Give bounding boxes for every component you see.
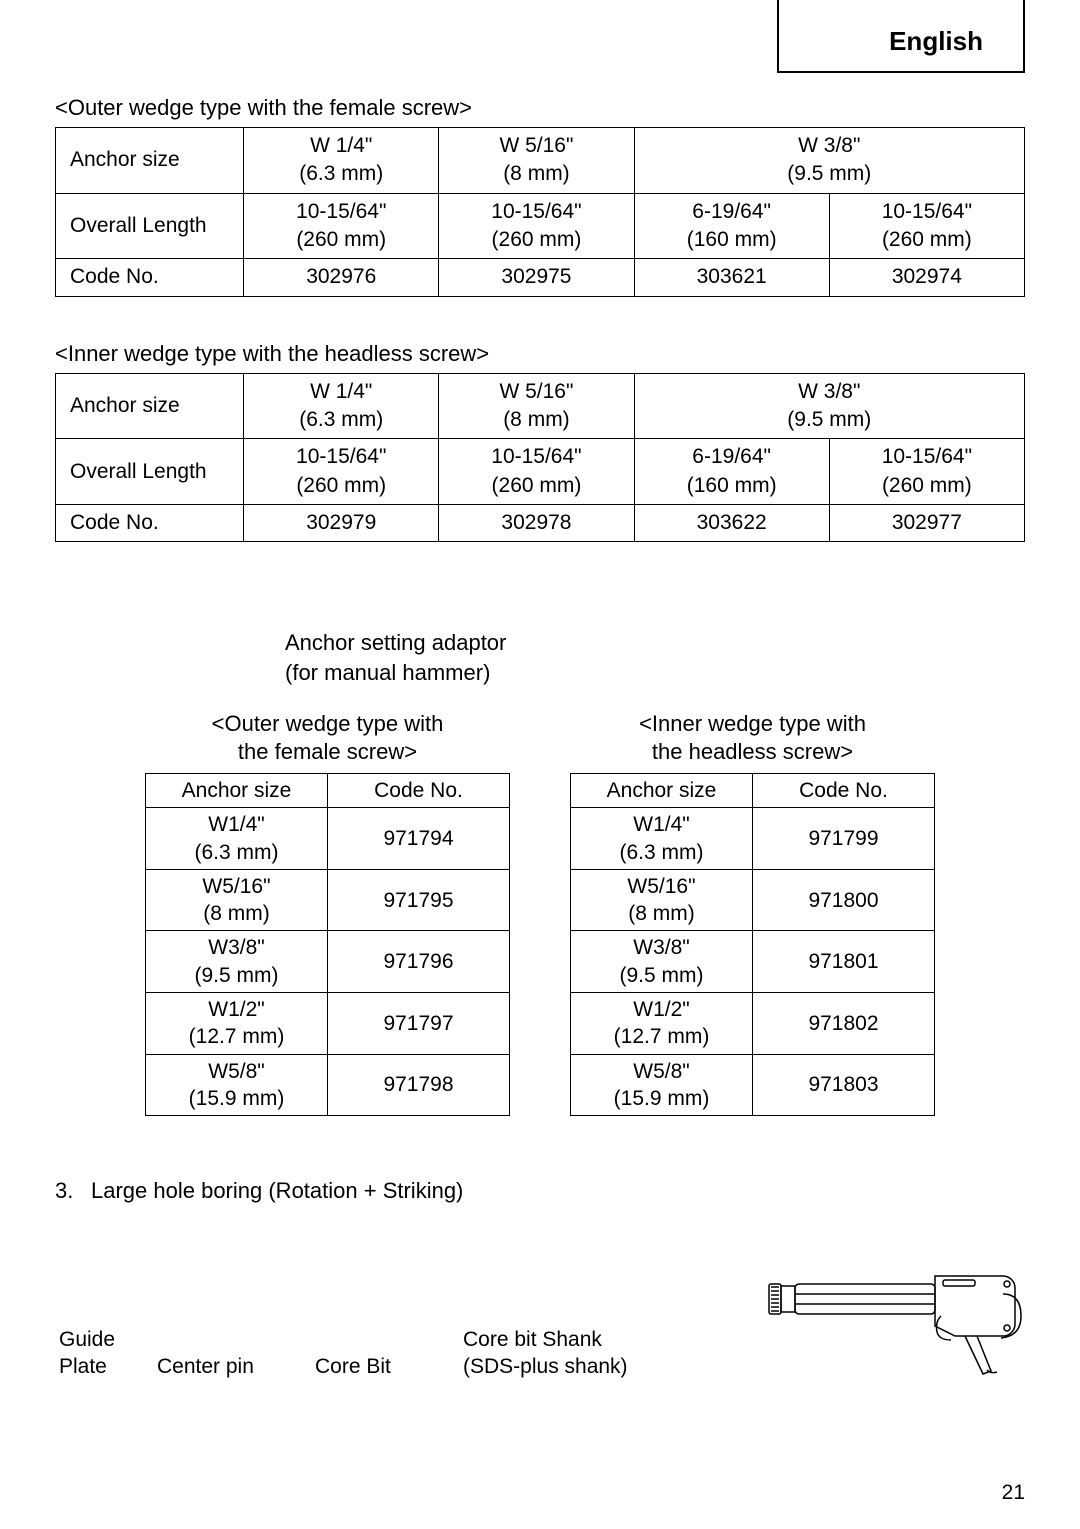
table1-length: 6-19/64"(160 mm) bbox=[634, 193, 829, 259]
table1: Anchor size W 1/4"(6.3 mm) W 5/16"(8 mm)… bbox=[55, 127, 1025, 297]
table1-row-label: Overall Length bbox=[56, 193, 244, 259]
cell: 971794 bbox=[328, 808, 510, 870]
table2-length: 10-15/64"(260 mm) bbox=[439, 439, 634, 505]
table2-code: 302979 bbox=[244, 505, 439, 542]
table1-code: 302976 bbox=[244, 259, 439, 296]
table2: Anchor size W 1/4"(6.3 mm) W 5/16"(8 mm)… bbox=[55, 373, 1025, 543]
cell: W1/2"(12.7 mm) bbox=[571, 993, 753, 1055]
table2-code: 303622 bbox=[634, 505, 829, 542]
table1-length: 10-15/64"(260 mm) bbox=[439, 193, 634, 259]
cell: W5/16"(8 mm) bbox=[571, 869, 753, 931]
language-box: English bbox=[777, 0, 1025, 73]
cell: W3/8"(9.5 mm) bbox=[146, 931, 328, 993]
part-center-pin: Center pin bbox=[157, 1353, 297, 1380]
part-guide-plate: Guide Plate bbox=[59, 1326, 139, 1381]
small-left-table: Anchor size Code No. W1/4"(6.3 mm)971794… bbox=[145, 773, 510, 1116]
table1-anchor: W 5/16"(8 mm) bbox=[439, 128, 634, 194]
cell: W1/4"(6.3 mm) bbox=[571, 808, 753, 870]
cell: 971797 bbox=[328, 993, 510, 1055]
small-left-header: Anchor size bbox=[146, 774, 328, 808]
table1-anchor: W 1/4"(6.3 mm) bbox=[244, 128, 439, 194]
small-right-title: <Inner wedge type withthe headless screw… bbox=[570, 710, 935, 767]
parts-row: Guide Plate Center pin Core Bit Core bit… bbox=[55, 1254, 1025, 1380]
item-3-text: Large hole boring (Rotation + Striking) bbox=[91, 1178, 463, 1204]
page-number: 21 bbox=[1002, 1481, 1025, 1505]
part-core-bit: Core Bit bbox=[315, 1353, 445, 1380]
table2-anchor: W 3/8"(9.5 mm) bbox=[634, 373, 1024, 439]
table2-code: 302978 bbox=[439, 505, 634, 542]
cell: W1/4"(6.3 mm) bbox=[146, 808, 328, 870]
adaptor-caption-l2: (for manual hammer) bbox=[285, 658, 1025, 688]
table1-code: 302974 bbox=[829, 259, 1024, 296]
adaptor-caption: Anchor setting adaptor (for manual hamme… bbox=[285, 628, 1025, 687]
table1-anchor: W 3/8"(9.5 mm) bbox=[634, 128, 1024, 194]
cell: 971801 bbox=[753, 931, 935, 993]
cell: W1/2"(12.7 mm) bbox=[146, 993, 328, 1055]
small-right-table: Anchor size Code No. W1/4"(6.3 mm)971799… bbox=[570, 773, 935, 1116]
language-label: English bbox=[889, 26, 983, 56]
cell: 971802 bbox=[753, 993, 935, 1055]
cell: W5/16"(8 mm) bbox=[146, 869, 328, 931]
table1-length: 10-15/64"(260 mm) bbox=[244, 193, 439, 259]
table2-length: 10-15/64"(260 mm) bbox=[244, 439, 439, 505]
table1-title: <Outer wedge type with the female screw> bbox=[55, 95, 1025, 121]
table1-row-label: Code No. bbox=[56, 259, 244, 296]
small-right-header: Anchor size bbox=[571, 774, 753, 808]
small-left-header: Code No. bbox=[328, 774, 510, 808]
table2-title: <Inner wedge type with the headless scre… bbox=[55, 341, 1025, 367]
table1-code: 303621 bbox=[634, 259, 829, 296]
cell: 971795 bbox=[328, 869, 510, 931]
table2-row-label: Code No. bbox=[56, 505, 244, 542]
table1-row-label: Anchor size bbox=[56, 128, 244, 194]
part-shank: Core bit Shank (SDS-plus shank) bbox=[463, 1326, 643, 1381]
part-shank-l1: Core bit Shank bbox=[463, 1328, 602, 1351]
cell: W5/8"(15.9 mm) bbox=[146, 1054, 328, 1116]
cell: W3/8"(9.5 mm) bbox=[571, 931, 753, 993]
table2-anchor: W 5/16"(8 mm) bbox=[439, 373, 634, 439]
cell: 971800 bbox=[753, 869, 935, 931]
cell: 971803 bbox=[753, 1054, 935, 1116]
adaptor-caption-l1: Anchor setting adaptor bbox=[285, 628, 1025, 658]
cell: 971799 bbox=[753, 808, 935, 870]
item-3-num: 3. bbox=[55, 1178, 91, 1204]
table1-length: 10-15/64"(260 mm) bbox=[829, 193, 1024, 259]
small-right-header: Code No. bbox=[753, 774, 935, 808]
table2-length: 6-19/64"(160 mm) bbox=[634, 439, 829, 505]
cell: 971796 bbox=[328, 931, 510, 993]
item-3: 3. Large hole boring (Rotation + Strikin… bbox=[55, 1178, 1025, 1204]
drill-icon bbox=[765, 1254, 1025, 1384]
table2-code: 302977 bbox=[829, 505, 1024, 542]
part-shank-l2: (SDS-plus shank) bbox=[463, 1355, 628, 1378]
cell: 971798 bbox=[328, 1054, 510, 1116]
table2-length: 10-15/64"(260 mm) bbox=[829, 439, 1024, 505]
table2-row-label: Anchor size bbox=[56, 373, 244, 439]
small-left-title: <Outer wedge type withthe female screw> bbox=[145, 710, 510, 767]
cell: W5/8"(15.9 mm) bbox=[571, 1054, 753, 1116]
table2-row-label: Overall Length bbox=[56, 439, 244, 505]
table2-anchor: W 1/4"(6.3 mm) bbox=[244, 373, 439, 439]
table1-code: 302975 bbox=[439, 259, 634, 296]
